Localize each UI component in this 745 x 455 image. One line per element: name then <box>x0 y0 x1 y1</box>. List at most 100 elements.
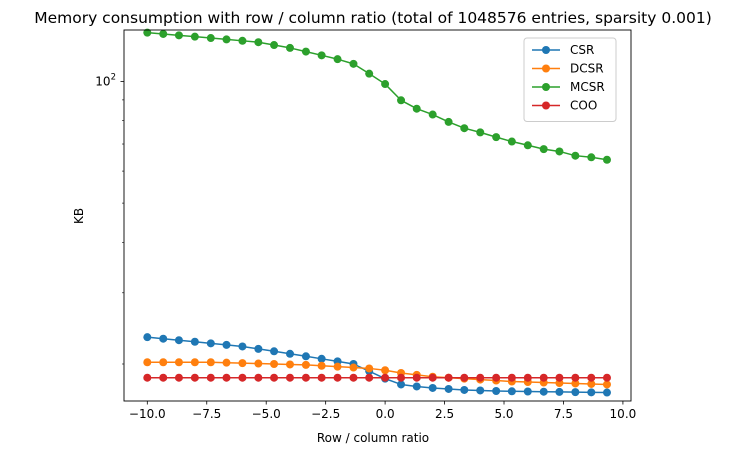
data-point-coo <box>428 373 437 382</box>
data-point-coo <box>238 373 247 382</box>
data-point-csr <box>555 387 564 396</box>
data-point-dcsr <box>206 358 215 367</box>
data-point-csr <box>571 388 580 397</box>
data-point-mcsr <box>190 32 199 41</box>
data-point-dcsr <box>333 362 342 371</box>
data-point-dcsr <box>602 380 611 389</box>
x-tick-label: 7.5 <box>554 407 573 421</box>
data-point-mcsr <box>238 36 247 45</box>
data-point-coo <box>254 373 263 382</box>
data-point-csr <box>492 386 501 395</box>
x-tick-label: −10.0 <box>129 407 166 421</box>
legend-marker-csr <box>542 46 550 54</box>
x-tick-label: −2.5 <box>311 407 340 421</box>
data-point-coo <box>587 373 596 382</box>
data-point-coo <box>444 373 453 382</box>
data-point-mcsr <box>539 145 548 154</box>
series-layer <box>143 28 611 397</box>
data-point-dcsr <box>301 360 310 369</box>
data-point-coo <box>206 373 215 382</box>
x-axis-ticks: −10.0 −7.5 −5.0 −2.5 0.0 2.5 5.0 7.5 10.0 <box>129 401 636 421</box>
data-point-coo <box>397 373 406 382</box>
data-point-mcsr <box>206 34 215 43</box>
data-point-coo <box>301 373 310 382</box>
data-point-csr <box>460 385 469 394</box>
data-point-coo <box>476 373 485 382</box>
data-point-mcsr <box>381 80 390 89</box>
data-point-dcsr <box>254 359 263 368</box>
legend-frame <box>523 37 617 122</box>
y-axis-ticks: 102 <box>95 72 124 365</box>
data-point-dcsr <box>222 358 231 367</box>
data-point-mcsr <box>317 51 326 60</box>
data-point-coo <box>412 373 421 382</box>
data-point-csr <box>539 387 548 396</box>
data-point-csr <box>587 388 596 397</box>
legend-label-mcsr: MCSR <box>570 80 605 94</box>
data-point-coo <box>285 373 294 382</box>
legend-label-coo: COO <box>570 99 597 113</box>
data-point-coo <box>159 373 168 382</box>
data-point-mcsr <box>222 35 231 44</box>
data-point-mcsr <box>555 147 564 156</box>
data-point-coo <box>602 373 611 382</box>
chart-title: Memory consumption with row / column rat… <box>34 9 712 27</box>
data-point-mcsr <box>365 69 374 78</box>
data-point-coo <box>317 373 326 382</box>
data-point-dcsr <box>159 358 168 367</box>
x-tick-label: 0.0 <box>376 407 395 421</box>
data-point-coo <box>174 373 183 382</box>
data-point-dcsr <box>238 359 247 368</box>
data-point-csr <box>317 354 326 363</box>
data-point-mcsr <box>602 155 611 164</box>
data-point-coo <box>571 373 580 382</box>
legend: CSR DCSR MCSR COO <box>523 37 617 122</box>
data-point-mcsr <box>476 128 485 137</box>
data-point-mcsr <box>587 153 596 162</box>
data-point-csr <box>270 347 279 356</box>
x-tick-label: 2.5 <box>435 407 454 421</box>
series-line-dcsr <box>147 361 608 386</box>
data-point-csr <box>397 380 406 389</box>
data-point-mcsr <box>254 38 263 47</box>
data-point-coo <box>222 373 231 382</box>
data-point-coo <box>492 373 501 382</box>
legend-marker-dcsr <box>542 64 550 73</box>
data-point-dcsr <box>285 360 294 369</box>
x-axis-title: Row / column ratio <box>317 431 429 445</box>
data-point-dcsr <box>190 358 199 367</box>
data-point-dcsr <box>381 366 390 375</box>
data-point-csr <box>412 382 421 391</box>
legend-label-dcsr: DCSR <box>570 62 604 76</box>
data-point-mcsr <box>143 28 152 37</box>
data-point-csr <box>143 333 152 342</box>
data-point-coo <box>523 373 532 382</box>
data-point-csr <box>523 387 532 396</box>
data-point-csr <box>159 334 168 343</box>
data-point-dcsr <box>349 363 358 372</box>
data-point-csr <box>301 352 310 361</box>
data-point-csr <box>206 339 215 348</box>
x-tick-label: 10.0 <box>610 407 637 421</box>
data-point-mcsr <box>159 29 168 38</box>
data-point-dcsr <box>571 379 580 388</box>
plot-area-frame <box>123 29 632 402</box>
data-point-csr <box>602 388 611 397</box>
data-point-csr <box>238 342 247 351</box>
data-point-coo <box>539 373 548 382</box>
data-point-csr <box>428 383 437 392</box>
data-point-coo <box>349 373 358 382</box>
legend-label-csr: CSR <box>570 43 594 57</box>
data-point-csr <box>190 337 199 346</box>
data-point-coo <box>381 373 390 382</box>
data-point-coo <box>555 373 564 382</box>
data-point-mcsr <box>571 151 580 160</box>
data-point-dcsr <box>143 358 152 367</box>
data-point-mcsr <box>333 55 342 64</box>
x-tick-label: 5.0 <box>494 407 513 421</box>
data-point-mcsr <box>507 137 516 146</box>
data-point-coo <box>270 373 279 382</box>
data-point-mcsr <box>270 41 279 50</box>
data-point-mcsr <box>444 117 453 126</box>
